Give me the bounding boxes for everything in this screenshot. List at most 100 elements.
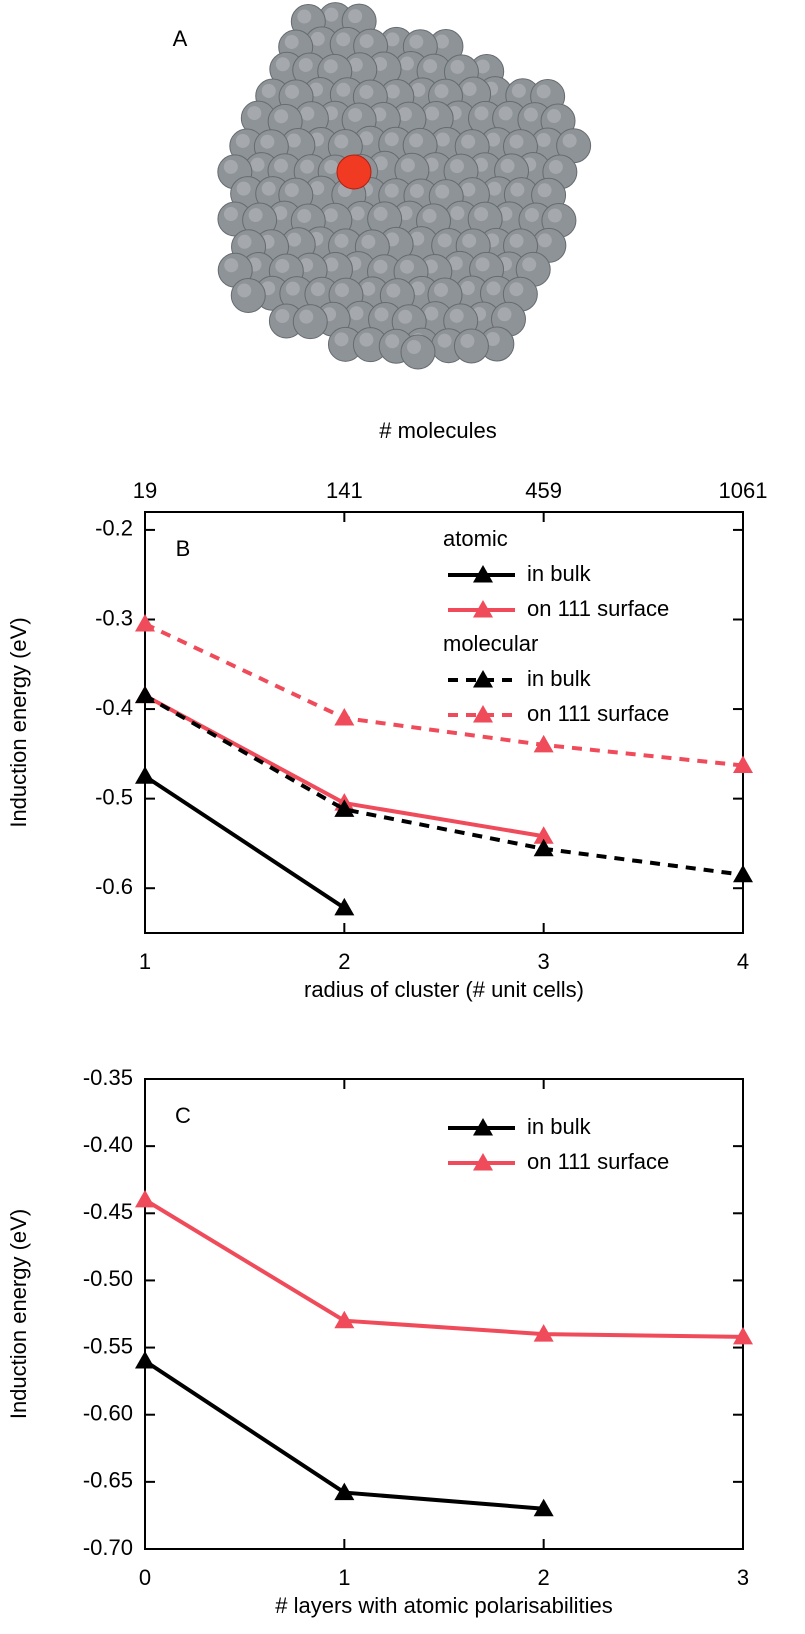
marker xyxy=(135,1351,155,1369)
sphere-highlight xyxy=(510,182,525,197)
series-line xyxy=(144,622,744,768)
marker xyxy=(533,1498,554,1517)
sphere-highlight xyxy=(248,208,263,223)
marker xyxy=(533,826,554,844)
sphere-highlight xyxy=(475,257,490,272)
x-axis-label: radius of cluster (# unit cells) xyxy=(304,977,584,1002)
sphere-highlight xyxy=(498,106,513,121)
sphere-highlight xyxy=(434,34,449,49)
y-tick-label: -0.2 xyxy=(95,516,133,541)
sphere-highlight xyxy=(385,334,400,349)
sphere-highlight xyxy=(409,133,424,148)
legend-group-title: atomic xyxy=(443,526,508,551)
sphere-highlight xyxy=(348,9,363,24)
sphere-highlight xyxy=(449,308,464,323)
sphere-highlight xyxy=(361,281,376,296)
sphere-highlight xyxy=(336,82,351,97)
x2-axis-label: # molecules xyxy=(379,418,496,443)
sphere-highlight xyxy=(224,258,239,273)
marker xyxy=(533,734,554,753)
sphere-highlight xyxy=(536,132,551,147)
y-tick-label: -0.50 xyxy=(83,1266,133,1291)
sphere-highlight xyxy=(385,84,400,99)
sphere-highlight xyxy=(237,234,252,249)
sphere-highlight xyxy=(461,134,476,149)
plot-frame xyxy=(144,1078,744,1550)
sphere-highlight xyxy=(300,106,315,121)
sphere-highlight xyxy=(334,233,349,248)
sphere-highlight xyxy=(250,157,265,172)
marker xyxy=(334,1482,355,1501)
sphere-highlight xyxy=(384,183,399,198)
marker xyxy=(334,708,355,726)
x-tick-label: 2 xyxy=(538,1565,550,1590)
sphere-highlight xyxy=(523,107,538,122)
x-tick-label: 4 xyxy=(737,949,749,974)
sphere-highlight xyxy=(359,84,374,99)
sphere-highlight xyxy=(509,233,524,248)
sphere-highlight xyxy=(275,309,290,324)
sphere-highlight xyxy=(448,256,463,271)
plot-frame xyxy=(144,511,744,934)
marker xyxy=(334,897,355,916)
sphere-highlight xyxy=(497,307,512,322)
sphere-highlight xyxy=(486,281,501,296)
sphere-highlight xyxy=(273,158,288,173)
panel-label: A xyxy=(173,26,188,51)
marker xyxy=(733,755,753,773)
sphere-highlight xyxy=(273,206,288,221)
x-axis-label: # layers with atomic polarisabilities xyxy=(275,1593,612,1618)
y-tick-label: -0.5 xyxy=(95,784,133,809)
marker xyxy=(533,838,554,857)
sphere-highlight xyxy=(460,333,475,348)
sphere-highlight xyxy=(334,134,349,149)
sphere-highlight xyxy=(260,134,275,149)
sphere-highlight xyxy=(284,34,299,49)
sphere-highlight xyxy=(385,32,400,47)
marker xyxy=(135,766,155,784)
marker xyxy=(334,799,355,817)
sphere-highlight xyxy=(399,56,414,71)
sphere-highlight xyxy=(297,9,312,24)
sphere-highlight xyxy=(425,106,440,121)
y-tick-label: -0.6 xyxy=(95,874,133,899)
sphere-highlight xyxy=(424,306,439,321)
sphere-highlight xyxy=(310,181,325,196)
sphere-highlight xyxy=(462,82,477,97)
marker xyxy=(733,864,753,883)
cluster-image xyxy=(217,2,592,370)
sphere-highlight xyxy=(547,109,562,124)
sphere-highlight xyxy=(285,84,300,99)
sphere-highlight xyxy=(298,57,313,72)
sphere-highlight xyxy=(323,208,338,223)
series-line xyxy=(143,774,346,910)
sphere-highlight xyxy=(261,83,276,98)
sphere-highlight xyxy=(297,208,312,223)
sphere-highlight xyxy=(537,183,552,198)
x-tick-label: 1 xyxy=(338,1565,350,1590)
sphere-highlight xyxy=(409,183,424,198)
sphere-highlight xyxy=(411,82,426,97)
y-tick-label: -0.3 xyxy=(95,605,133,630)
x2-tick-label: 1061 xyxy=(719,478,768,503)
marker xyxy=(334,1310,355,1329)
sphere-highlight xyxy=(461,182,476,197)
sphere-highlight xyxy=(398,206,413,221)
legend-group-title: molecular xyxy=(443,631,538,656)
legend-label: in bulk xyxy=(527,561,592,586)
legend-label: on 111 surface xyxy=(527,701,669,726)
sphere-highlight xyxy=(348,107,363,122)
sphere-highlight xyxy=(334,332,349,347)
sphere-highlight xyxy=(462,233,477,248)
sphere-highlight xyxy=(247,106,262,121)
sphere-highlight xyxy=(310,31,325,46)
sphere-highlight xyxy=(400,259,415,274)
sphere-highlight xyxy=(359,332,374,347)
sphere-highlight xyxy=(450,59,465,74)
legend-marker xyxy=(473,1153,493,1171)
sphere-highlight xyxy=(409,34,424,49)
x2-tick-label: 19 xyxy=(133,478,157,503)
sphere-highlight xyxy=(235,133,250,148)
legend-label: in bulk xyxy=(527,1114,592,1139)
legend-marker xyxy=(473,705,493,723)
